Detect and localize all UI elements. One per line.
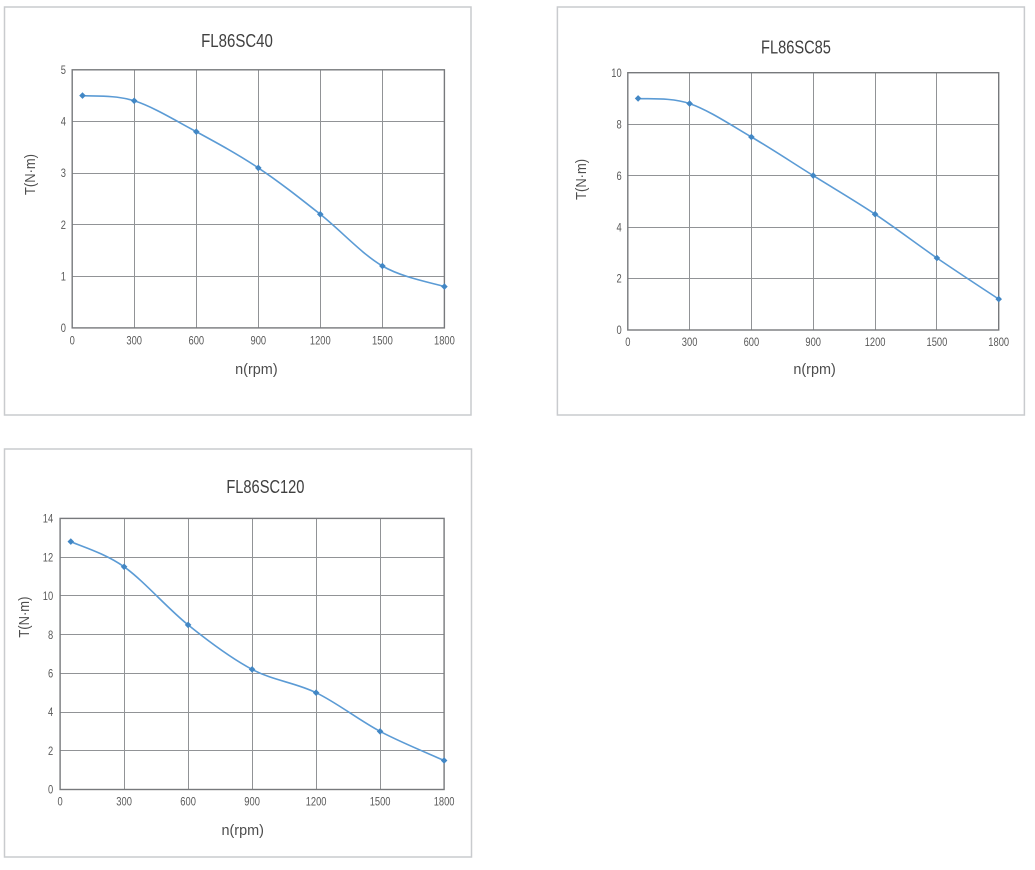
- svg-text:0: 0: [70, 336, 75, 348]
- svg-text:4: 4: [617, 222, 623, 234]
- svg-text:2: 2: [48, 746, 53, 758]
- svg-text:0: 0: [61, 323, 66, 335]
- svg-text:1800: 1800: [434, 336, 455, 348]
- svg-text:8: 8: [617, 119, 622, 131]
- svg-text:n(rpm): n(rpm): [221, 822, 264, 839]
- svg-text:8: 8: [48, 630, 53, 642]
- svg-text:T(N·m): T(N·m): [573, 159, 590, 200]
- svg-text:1800: 1800: [988, 337, 1009, 349]
- svg-text:300: 300: [126, 336, 142, 348]
- svg-text:12: 12: [43, 552, 53, 564]
- svg-text:n(rpm): n(rpm): [235, 361, 278, 378]
- svg-text:300: 300: [116, 797, 132, 809]
- svg-text:6: 6: [617, 171, 622, 183]
- svg-text:0: 0: [625, 337, 630, 349]
- svg-text:T(N·m): T(N·m): [16, 597, 33, 638]
- svg-text:10: 10: [611, 68, 621, 80]
- svg-text:6: 6: [48, 669, 53, 681]
- svg-text:FL86SC40: FL86SC40: [201, 30, 273, 51]
- svg-text:1200: 1200: [865, 337, 886, 349]
- svg-text:1200: 1200: [310, 336, 331, 348]
- svg-text:FL86SC120: FL86SC120: [226, 476, 304, 497]
- svg-text:1500: 1500: [370, 797, 391, 809]
- svg-text:14: 14: [43, 514, 54, 526]
- svg-text:10: 10: [43, 591, 53, 603]
- svg-text:n(rpm): n(rpm): [793, 361, 836, 378]
- svg-text:2: 2: [617, 274, 622, 286]
- svg-text:0: 0: [58, 797, 63, 809]
- svg-text:0: 0: [48, 785, 53, 797]
- svg-text:900: 900: [251, 336, 267, 348]
- svg-text:4: 4: [48, 707, 54, 719]
- svg-text:900: 900: [805, 337, 821, 349]
- svg-text:FL86SC85: FL86SC85: [761, 37, 831, 58]
- svg-text:1500: 1500: [372, 336, 393, 348]
- svg-text:1: 1: [61, 272, 66, 284]
- svg-text:T(N·m): T(N·m): [22, 154, 39, 195]
- svg-text:900: 900: [244, 797, 260, 809]
- svg-text:2: 2: [61, 220, 66, 232]
- svg-text:0: 0: [617, 325, 622, 337]
- svg-text:1500: 1500: [927, 337, 948, 349]
- svg-text:1800: 1800: [434, 797, 455, 809]
- svg-text:3: 3: [61, 168, 66, 180]
- svg-text:600: 600: [180, 797, 196, 809]
- svg-text:1200: 1200: [306, 797, 327, 809]
- svg-text:5: 5: [61, 65, 66, 77]
- svg-text:4: 4: [61, 117, 67, 129]
- svg-text:600: 600: [744, 337, 760, 349]
- svg-text:600: 600: [189, 336, 205, 348]
- svg-text:300: 300: [682, 337, 698, 349]
